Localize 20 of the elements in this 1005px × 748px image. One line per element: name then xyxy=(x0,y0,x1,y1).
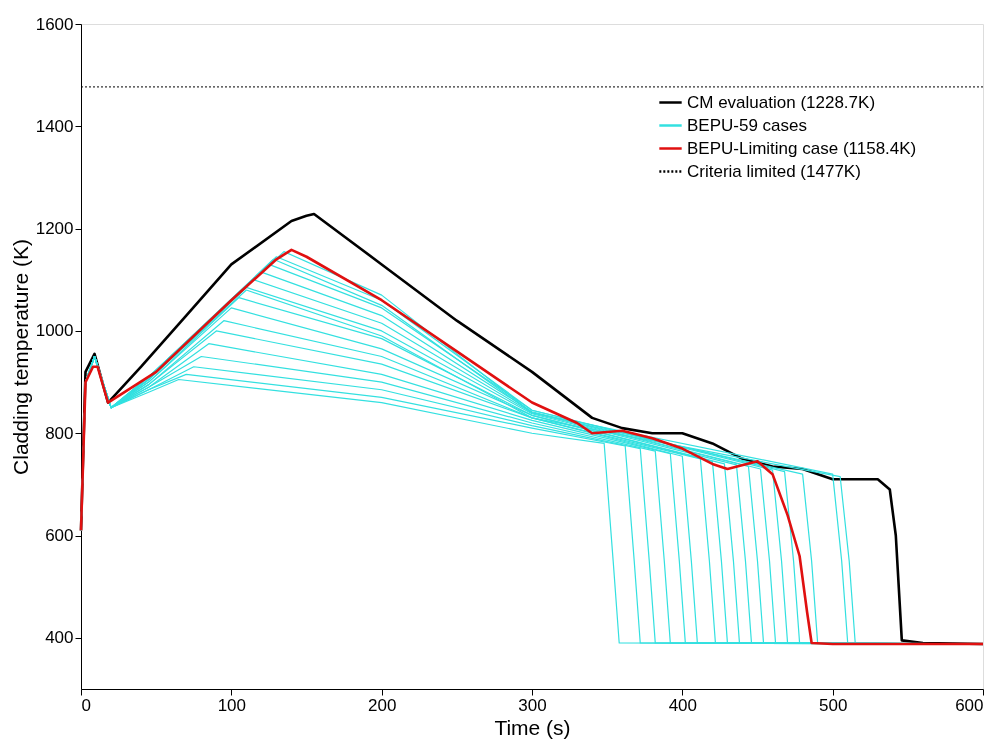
legend-label: BEPU-Limiting case (1158.4K) xyxy=(687,138,917,158)
legend-label: CM evaluation (1228.7K) xyxy=(687,92,876,112)
x-tick-label: 500 xyxy=(818,695,848,715)
y-tick-label: 1600 xyxy=(35,14,74,34)
y-tick-label: 1400 xyxy=(35,116,74,136)
x-tick-label: 0 xyxy=(81,695,91,715)
y-tick-label: 800 xyxy=(45,423,74,443)
y-tick-label: 1000 xyxy=(35,321,74,341)
x-tick-label: 300 xyxy=(518,695,547,715)
legend-label: Criteria limited (1477K) xyxy=(687,161,861,181)
x-tick-label: 200 xyxy=(367,695,397,715)
y-tick-label: 1200 xyxy=(35,219,74,239)
x-tick-label: 600 xyxy=(955,695,984,715)
x-axis-title: Time (s) xyxy=(494,715,571,739)
x-tick-label: 400 xyxy=(668,695,698,715)
legend-label: BEPU-59 cases xyxy=(687,115,807,135)
y-axis-title: Cladding temperature (K) xyxy=(8,239,32,475)
y-tick-label: 600 xyxy=(45,526,74,546)
x-tick-label: 100 xyxy=(217,695,247,715)
y-tick-label: 400 xyxy=(45,628,74,648)
